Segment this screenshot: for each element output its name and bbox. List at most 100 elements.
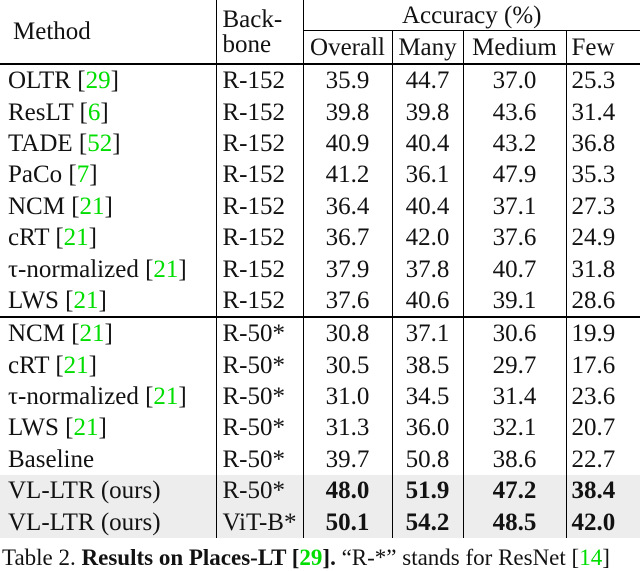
caption-note: “R-*” stands for ResNet [ <box>335 544 580 570</box>
table-row: τ-normalized [21] R-50* 31.0 34.5 31.4 23.6 <box>0 380 640 413</box>
overall-cell: 39.8 <box>303 96 393 128</box>
few-cell: 17.6 <box>571 351 616 379</box>
table-body: OLTR [29] R-152 35.9 44.7 37.0 25.3 ResLT [6] R… <box>0 64 640 538</box>
backbone-cell: R-50* <box>216 316 304 350</box>
method-cell: NCM [21] <box>0 190 217 222</box>
method-cell: cRT [21] <box>0 221 217 254</box>
overall-cell: 37.6 <box>303 284 393 318</box>
backbone-cell: R-50* <box>216 380 304 413</box>
medium-cell: 37.0 <box>463 64 567 97</box>
few-cell: 27.3 <box>571 192 616 220</box>
few-cell: 36.8 <box>571 129 616 157</box>
citation-number: 29 <box>85 67 111 95</box>
method-cell: TADE [52] <box>0 127 217 160</box>
caption-note-end: ] <box>602 544 610 570</box>
col-header-many: Many <box>392 30 464 65</box>
citation-number: 52 <box>87 129 113 157</box>
citation-number: 21 <box>73 286 99 314</box>
col-header-method: Method <box>0 0 217 65</box>
medium-cell: 29.7 <box>463 349 567 381</box>
table-row: NCM [21] R-152 36.4 40.4 37.1 27.3 <box>0 190 640 222</box>
table-row: cRT [21] R-50* 30.5 38.5 29.7 17.6 <box>0 349 640 381</box>
table-header: Method Back- bone Accuracy (%) Overall M… <box>0 0 640 65</box>
caption-citation-29: 29 <box>299 544 323 570</box>
backbone-cell: R-152 <box>216 127 304 160</box>
overall-cell: 31.3 <box>303 412 393 444</box>
overall-cell: 31.0 <box>303 380 393 413</box>
method-cell: LWS [21] <box>0 412 217 444</box>
table-row: Baseline R-50* 39.7 50.8 38.6 22.7 <box>0 443 640 476</box>
method-cell: ResLT [6] <box>0 96 217 128</box>
table-row: PaCo [7] R-152 41.2 36.1 47.9 35.3 <box>0 159 640 191</box>
table-row: cRT [21] R-152 36.7 42.0 37.6 24.9 <box>0 221 640 254</box>
citation-number: 6 <box>87 98 101 126</box>
few-cell: 20.7 <box>571 414 616 442</box>
results-table: Method Back- bone Accuracy (%) Overall M… <box>0 0 640 538</box>
backbone-cell: R-152 <box>216 64 304 97</box>
medium-cell: 39.1 <box>463 284 567 318</box>
method-cell: τ-normalized [21] <box>0 253 217 285</box>
many-cell: 36.1 <box>392 159 464 191</box>
table-row: LWS [21] R-50* 31.3 36.0 32.1 20.7 <box>0 412 640 444</box>
many-cell: 40.4 <box>392 127 464 160</box>
backbone-cell: R-152 <box>216 190 304 222</box>
col-header-few: Few <box>566 30 640 65</box>
col-header-medium: Medium <box>463 30 567 65</box>
method-cell: VL-LTR (ours) <box>0 506 217 538</box>
many-cell: 40.6 <box>392 284 464 318</box>
overall-cell: 50.1 <box>303 506 393 538</box>
few-cell: 22.7 <box>571 445 616 473</box>
overall-cell: 40.9 <box>303 127 393 160</box>
caption-title: Results on Places-LT [ <box>81 544 300 570</box>
table-row: ResLT [6] R-152 39.8 39.8 43.6 31.4 <box>0 96 640 128</box>
overall-cell: 35.9 <box>303 64 393 97</box>
many-cell: 37.8 <box>392 253 464 285</box>
method-cell: PaCo [7] <box>0 159 217 191</box>
caption-title-end: ]. <box>322 544 336 570</box>
citation-number: 21 <box>79 320 105 348</box>
col-header-backbone: Back- bone <box>216 0 304 65</box>
method-cell: NCM [21] <box>0 316 217 350</box>
table-row: NCM [21] R-50* 30.8 37.1 30.6 19.9 <box>0 316 640 350</box>
method-cell: LWS [21] <box>0 284 217 318</box>
many-cell: 38.5 <box>392 349 464 381</box>
method-cell: Baseline <box>0 443 217 476</box>
many-cell: 51.9 <box>392 475 464 507</box>
few-cell: 24.9 <box>571 224 616 252</box>
citation-number: 21 <box>153 255 179 283</box>
few-cell: 28.6 <box>571 286 616 314</box>
caption-label: Table 2. <box>2 544 82 570</box>
many-cell: 44.7 <box>392 64 464 97</box>
overall-cell: 48.0 <box>303 475 393 507</box>
citation-number: 21 <box>63 351 89 379</box>
backbone-cell: R-152 <box>216 221 304 254</box>
overall-cell: 30.8 <box>303 316 393 350</box>
medium-cell: 40.7 <box>463 253 567 285</box>
many-cell: 54.2 <box>392 506 464 538</box>
citation-number: 21 <box>63 224 89 252</box>
backbone-cell: R-50* <box>216 349 304 381</box>
medium-cell: 47.9 <box>463 159 567 191</box>
method-cell: VL-LTR (ours) <box>0 475 217 507</box>
table-row: TADE [52] R-152 40.9 40.4 43.2 36.8 <box>0 127 640 160</box>
method-cell: τ-normalized [21] <box>0 380 217 413</box>
table-caption: Table 2. Results on Places-LT [29]. “R-*… <box>0 545 640 571</box>
citation-number: 21 <box>79 192 105 220</box>
few-cell: 38.4 <box>566 475 640 507</box>
backbone-cell: ViT-B* <box>216 506 304 538</box>
few-cell: 19.9 <box>566 316 640 350</box>
citation-number: 21 <box>73 414 99 442</box>
table-row: τ-normalized [21] R-152 37.9 37.8 40.7 31.8 <box>0 253 640 285</box>
medium-cell: 47.2 <box>463 475 567 507</box>
overall-cell: 36.7 <box>303 221 393 254</box>
table-row: VL-LTR (ours) ViT-B* 50.1 54.2 48.5 42.0 <box>0 506 640 538</box>
many-cell: 39.8 <box>392 96 464 128</box>
medium-cell: 48.5 <box>463 506 567 538</box>
citation-number: 21 <box>153 383 179 411</box>
few-cell: 35.3 <box>571 161 616 189</box>
table-row: LWS [21] R-152 37.6 40.6 39.1 28.6 <box>0 284 640 318</box>
medium-cell: 37.6 <box>463 221 567 254</box>
medium-cell: 30.6 <box>463 316 567 350</box>
few-cell: 23.6 <box>571 383 616 411</box>
caption-citation-14: 14 <box>579 544 603 570</box>
